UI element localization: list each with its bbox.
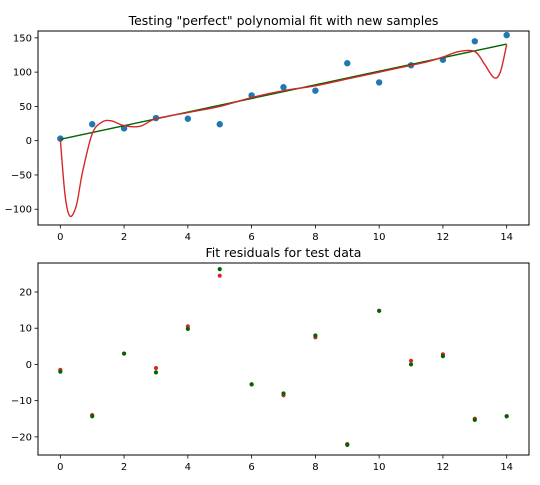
residual-point-green: [345, 442, 350, 447]
residual-point-red: [408, 358, 414, 363]
top-chart-title: Testing "perfect" polynomial fit with ne…: [128, 13, 439, 28]
top-x-tick-label: 8: [312, 232, 318, 243]
residual-point-green: [408, 362, 414, 367]
polynomial-fit-line: [59, 44, 508, 218]
top-x-tick-label: 2: [121, 232, 127, 243]
top-plot-frame: [37, 30, 530, 226]
bottom-y-tick-label: 0: [26, 360, 32, 371]
top-x-tick-label: 14: [500, 232, 513, 243]
sample-point: [375, 79, 383, 86]
residual-point-green: [504, 414, 509, 419]
residual-point-green: [185, 326, 190, 332]
bottom-chart: Fit residuals for test data 0 2 4 6 8 10 12 14 −…: [11, 245, 530, 473]
residual-point-green: [440, 354, 446, 359]
top-y-tick-label: −50: [11, 170, 32, 181]
residual-point-red: [217, 273, 222, 278]
bottom-y-tick-label: 10: [19, 324, 32, 335]
bottom-x-tick-label: 12: [437, 462, 450, 473]
top-y-tick-label: 0: [26, 136, 32, 147]
bottom-x-tick-label: 6: [248, 462, 254, 473]
sample-point: [471, 38, 478, 45]
residual-point-green: [90, 414, 95, 419]
bottom-x-tick-label: 4: [185, 462, 191, 473]
bottom-x-tick-label: 14: [500, 462, 513, 473]
bottom-x-tick-label: 10: [373, 462, 386, 473]
residual-point-green: [217, 267, 222, 272]
top-x-tick-label: 4: [185, 232, 191, 243]
top-x-tick-label: 10: [373, 232, 386, 243]
residual-point-green: [377, 308, 382, 313]
top-x-tick-label: 0: [57, 232, 63, 243]
bottom-x-tick-label: 0: [57, 462, 63, 473]
residual-point-green: [153, 370, 159, 375]
bottom-y-tick-label: −20: [11, 432, 32, 443]
sample-point: [280, 84, 287, 91]
top-y-tick-label: 100: [13, 68, 32, 79]
bottom-y-tick-label: −10: [11, 396, 32, 407]
top-y-tick-label: 150: [13, 33, 32, 44]
sample-point: [184, 115, 192, 122]
bottom-x-tick-label: 2: [121, 462, 127, 473]
residual-point-green: [313, 333, 318, 338]
top-y-tick-label: −100: [5, 205, 32, 216]
residual-point-green: [281, 391, 286, 396]
top-x-tick-label: 6: [248, 232, 254, 243]
sample-point: [503, 31, 510, 39]
bottom-chart-title: Fit residuals for test data: [206, 245, 362, 260]
bottom-plot-frame: [37, 262, 530, 456]
residual-point-red: [153, 365, 159, 371]
bottom-y-tick-label: 20: [19, 287, 32, 298]
residual-point-green: [121, 351, 127, 356]
sample-point: [312, 87, 319, 94]
top-y-tick-label: 50: [19, 102, 32, 113]
top-x-tick-label: 12: [437, 232, 450, 243]
residual-point-green: [472, 417, 477, 422]
residual-point-green: [58, 369, 63, 374]
sample-point: [344, 60, 351, 67]
residual-point-green: [249, 382, 254, 387]
bottom-x-tick-label: 8: [312, 462, 318, 473]
top-chart: Testing "perfect" polynomial fit with ne…: [5, 13, 530, 243]
sample-point: [216, 121, 223, 128]
sample-point: [89, 121, 96, 128]
